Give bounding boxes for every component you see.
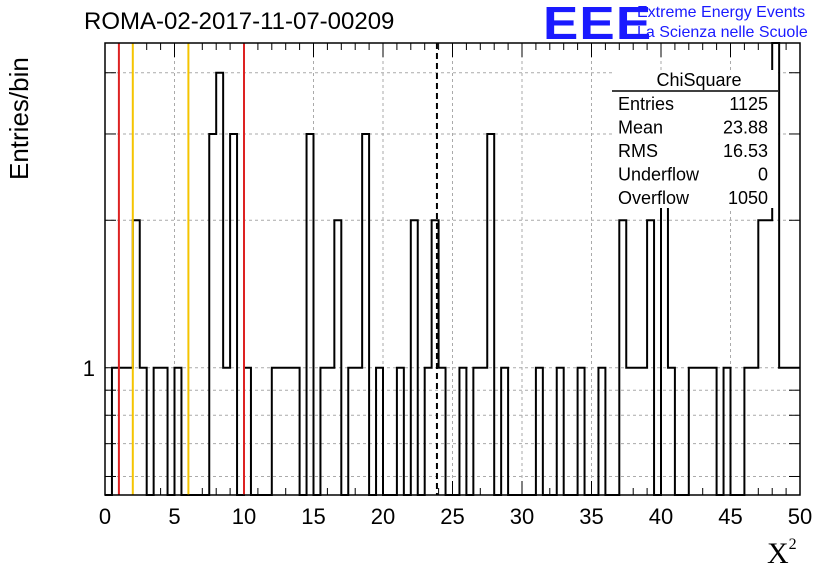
- stats-row-value: 16.53: [723, 141, 768, 161]
- histogram-bin: [473, 368, 480, 495]
- histogram-bin: [397, 368, 404, 495]
- histogram-bin: [668, 368, 675, 495]
- y-axis-label: Entries/bin: [4, 57, 34, 180]
- x-axis-label-base: X: [767, 537, 789, 570]
- stats-row-label: Mean: [618, 118, 663, 138]
- x-axis-label-sup: 2: [788, 536, 797, 553]
- histogram-bin: [710, 368, 717, 495]
- histogram-bin: [411, 220, 418, 495]
- y-tick-label: 1: [83, 356, 95, 381]
- x-tick-label: 25: [440, 504, 464, 529]
- histogram-bin: [480, 368, 487, 495]
- histogram-bin: [175, 368, 182, 495]
- eee-logo: EEE: [543, 0, 653, 49]
- histogram-bin: [154, 368, 161, 495]
- histogram-bin: [633, 368, 640, 495]
- histogram-bin: [272, 368, 279, 495]
- histogram-bin: [598, 368, 605, 495]
- histogram-bin: [619, 220, 626, 495]
- stats-title: ChiSquare: [656, 70, 741, 90]
- histogram-bin: [779, 368, 786, 495]
- histogram-bin: [786, 368, 793, 495]
- histogram-bin: [230, 134, 237, 495]
- stats-row-value: 1125: [729, 94, 768, 114]
- histogram-bin: [647, 220, 654, 495]
- histogram-bin: [758, 220, 765, 495]
- plot-frame: [104, 42, 801, 496]
- stats-row-label: RMS: [618, 141, 658, 161]
- histogram-bin: [487, 134, 494, 495]
- stats-box: [612, 70, 778, 208]
- logo-line-1: Extreme Energy Events: [637, 4, 806, 21]
- histogram-bin: [425, 368, 432, 495]
- histogram-bin: [557, 368, 564, 495]
- x-axis-label: X2: [767, 536, 797, 571]
- histogram-bin: [362, 134, 369, 495]
- histogram-bin: [355, 368, 362, 495]
- histogram-bin: [307, 134, 314, 495]
- x-tick-label: 10: [232, 504, 256, 529]
- histogram-bin: [140, 368, 147, 495]
- x-tick-label: 20: [371, 504, 395, 529]
- x-tick-label: 35: [579, 504, 603, 529]
- stats-row-label: Overflow: [618, 188, 690, 208]
- histogram-bin: [703, 368, 710, 495]
- stats-row-value: 0: [758, 165, 768, 185]
- histogram-bin: [327, 368, 334, 495]
- stats-row-label: Entries: [618, 94, 674, 114]
- histogram-bin: [501, 368, 508, 495]
- histogram-bin: [216, 73, 223, 495]
- histogram-bin: [765, 220, 772, 495]
- histogram-bin: [744, 368, 751, 495]
- histogram-bin: [724, 368, 731, 495]
- histogram-bin: [126, 368, 133, 495]
- stats-row-value: 1050: [728, 188, 768, 208]
- histogram-bin: [439, 368, 446, 495]
- histogram-bin: [286, 368, 293, 495]
- histogram-bin: [536, 368, 543, 495]
- histogram-bin: [293, 368, 300, 495]
- histogram-bin: [578, 368, 585, 495]
- histogram-bin: [223, 368, 230, 495]
- histogram-bin: [459, 368, 466, 495]
- stats-row-value: 23.88: [723, 118, 768, 138]
- x-tick-label: 45: [718, 504, 742, 529]
- histogram-outline: [105, 42, 800, 496]
- histogram-bin: [161, 368, 168, 495]
- histogram-bin: [376, 368, 383, 495]
- histogram-bin: [348, 368, 355, 495]
- x-tick-label: 5: [168, 504, 180, 529]
- x-tick-label: 30: [510, 504, 534, 529]
- histogram-bin: [640, 368, 647, 495]
- histogram-bin: [279, 368, 286, 495]
- histogram-bin: [209, 134, 216, 495]
- x-tick-label: 40: [649, 504, 673, 529]
- histogram-bin: [696, 368, 703, 495]
- histogram-bin: [334, 220, 341, 495]
- histogram-bin: [626, 368, 633, 495]
- x-tick-label: 50: [788, 504, 812, 529]
- histogram-bin: [320, 368, 327, 495]
- histogram-bin: [751, 368, 758, 495]
- histogram-bin: [133, 220, 140, 495]
- x-tick-label: 15: [301, 504, 325, 529]
- histogram-bin: [119, 368, 126, 495]
- histogram-bin: [689, 368, 696, 495]
- chart-title: ROMA-02-2017-11-07-00209: [84, 8, 395, 35]
- x-tick-label: 0: [99, 504, 111, 529]
- histogram-bin: [112, 368, 119, 495]
- histogram-bin: [244, 368, 251, 495]
- logo-line-2: La Scienza nelle Scuole: [637, 24, 808, 41]
- histogram-bin: [793, 368, 800, 495]
- stats-row-label: Underflow: [618, 165, 700, 185]
